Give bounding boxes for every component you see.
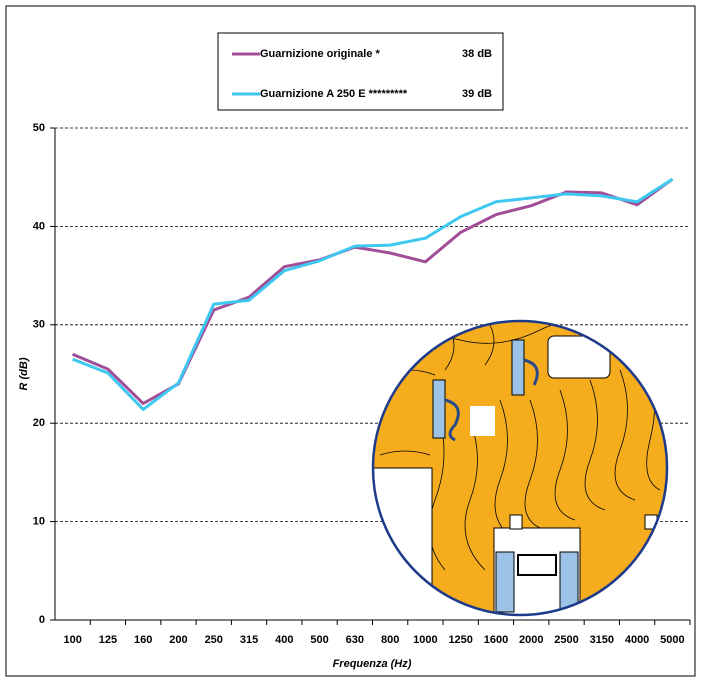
x-tick-label: 125	[99, 634, 117, 646]
series-line	[72, 177, 674, 411]
x-tick-label: 1600	[484, 634, 508, 646]
y-tick-label: 50	[33, 122, 45, 134]
x-axis-label: Frequenza (Hz)	[333, 658, 412, 670]
x-tick-label: 1000	[413, 634, 437, 646]
x-tick-label: 200	[169, 634, 187, 646]
x-tick-label: 800	[381, 634, 399, 646]
y-axis-label: R (dB)	[18, 357, 30, 390]
x-tick-label: 2500	[554, 634, 578, 646]
legend-box	[217, 32, 504, 111]
x-tick-label: 315	[240, 634, 258, 646]
legend-label: Guarnizione A 250 E *********	[260, 88, 408, 100]
x-tick-label: 250	[205, 634, 223, 646]
x-tick-label: 630	[346, 634, 364, 646]
y-tick-label: 30	[33, 319, 45, 331]
legend-label: Guarnizione originale *	[260, 48, 381, 60]
x-tick-label: 160	[134, 634, 152, 646]
x-tick-label: 4000	[625, 634, 649, 646]
x-tick-label: 2000	[519, 634, 543, 646]
x-tick-label: 500	[310, 634, 328, 646]
illustration	[371, 319, 669, 617]
x-tick-label: 1250	[448, 634, 472, 646]
x-tick-label: 3150	[590, 634, 614, 646]
legend-value: 39 dB	[462, 88, 492, 100]
y-tick-label: 20	[33, 417, 45, 429]
x-tick-label: 5000	[660, 634, 684, 646]
y-tick-label: 10	[33, 516, 45, 528]
x-tick-label: 400	[275, 634, 293, 646]
legend-value: 38 dB	[462, 48, 492, 60]
x-tick-label: 100	[63, 634, 81, 646]
y-tick-label: 40	[33, 220, 45, 232]
y-tick-label: 0	[39, 614, 45, 626]
